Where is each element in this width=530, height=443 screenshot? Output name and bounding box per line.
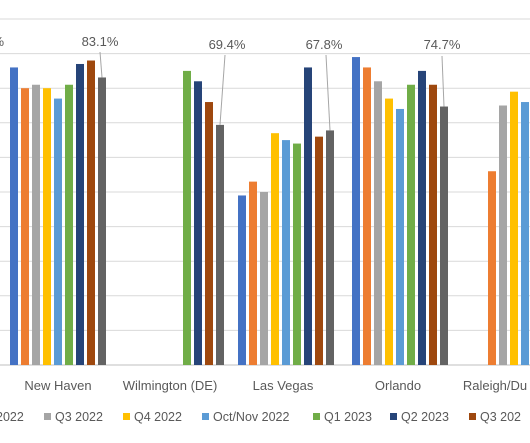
bar: [183, 70, 191, 366]
bar: [65, 84, 73, 366]
bar: [194, 81, 202, 365]
bar: [54, 98, 62, 365]
bar: [216, 124, 224, 365]
legend: 2022 Q3 2022 Q4 2022 Oct/Nov 2022 Q1 2023 Q2 …: [0, 410, 521, 424]
legend-swatch: [44, 413, 51, 420]
leader-line: [441, 55, 445, 107]
category-label: Raleigh/Du: [463, 378, 527, 393]
data-label-clipped: %: [0, 34, 4, 49]
legend-swatch: [123, 413, 130, 420]
bar: [521, 102, 529, 365]
data-label: 83.1%: [82, 34, 119, 49]
data-label-leaders: [99, 51, 445, 131]
bar: [282, 140, 290, 365]
bar: [396, 108, 404, 366]
bar: [76, 63, 84, 365]
bar: [21, 88, 29, 365]
leader-line: [325, 54, 331, 131]
legend-swatch: [390, 413, 397, 420]
bar: [352, 57, 360, 366]
category-label: Las Vegas: [253, 378, 314, 393]
legend-label: Q4 2022: [134, 410, 182, 424]
legend-swatch: [202, 413, 209, 420]
legend-label: 2022: [0, 410, 24, 424]
data-label: 74.7%: [424, 37, 461, 52]
leader-line: [99, 51, 103, 78]
data-label: 67.8%: [306, 37, 343, 52]
bar: [510, 91, 518, 365]
bar: [43, 88, 51, 365]
bar: [326, 130, 334, 365]
bar: [293, 143, 301, 365]
category-label: Wilmington (DE): [123, 378, 218, 393]
bar: [429, 84, 437, 366]
bar: [385, 98, 393, 365]
bar: [407, 84, 415, 366]
legend-label: Q2 2023: [401, 410, 449, 424]
bar: [10, 67, 18, 365]
legend-swatch: [469, 413, 476, 420]
bar: [98, 77, 106, 365]
category-labels: New Haven Wilmington (DE) Las Vegas Orlando…: [24, 378, 527, 393]
legend-swatch: [313, 413, 320, 420]
data-labels: 83.1% 69.4% 67.8% 74.7%%: [0, 34, 461, 52]
category-label: Orlando: [375, 378, 421, 393]
bar: [488, 171, 496, 365]
bar: [363, 67, 371, 365]
bar: [249, 181, 257, 365]
bar: [271, 133, 279, 365]
data-label: 69.4%: [209, 37, 246, 52]
legend-label: Q3 202: [480, 410, 521, 424]
bar: [260, 192, 268, 365]
bar: [499, 105, 507, 365]
bar-series: [10, 57, 529, 366]
bar: [205, 102, 213, 365]
legend-label: Q1 2023: [324, 410, 372, 424]
bar: [32, 84, 40, 366]
legend-label: Oct/Nov 2022: [213, 410, 289, 424]
category-label: New Haven: [24, 378, 91, 393]
legend-label: Q3 2022: [55, 410, 103, 424]
bar: [304, 67, 312, 365]
bar: [418, 70, 426, 366]
bar: [238, 195, 246, 365]
bar: [374, 81, 382, 365]
bar: [440, 106, 448, 366]
leader-line: [219, 54, 226, 125]
bar: [87, 60, 95, 366]
bar: [315, 136, 323, 365]
